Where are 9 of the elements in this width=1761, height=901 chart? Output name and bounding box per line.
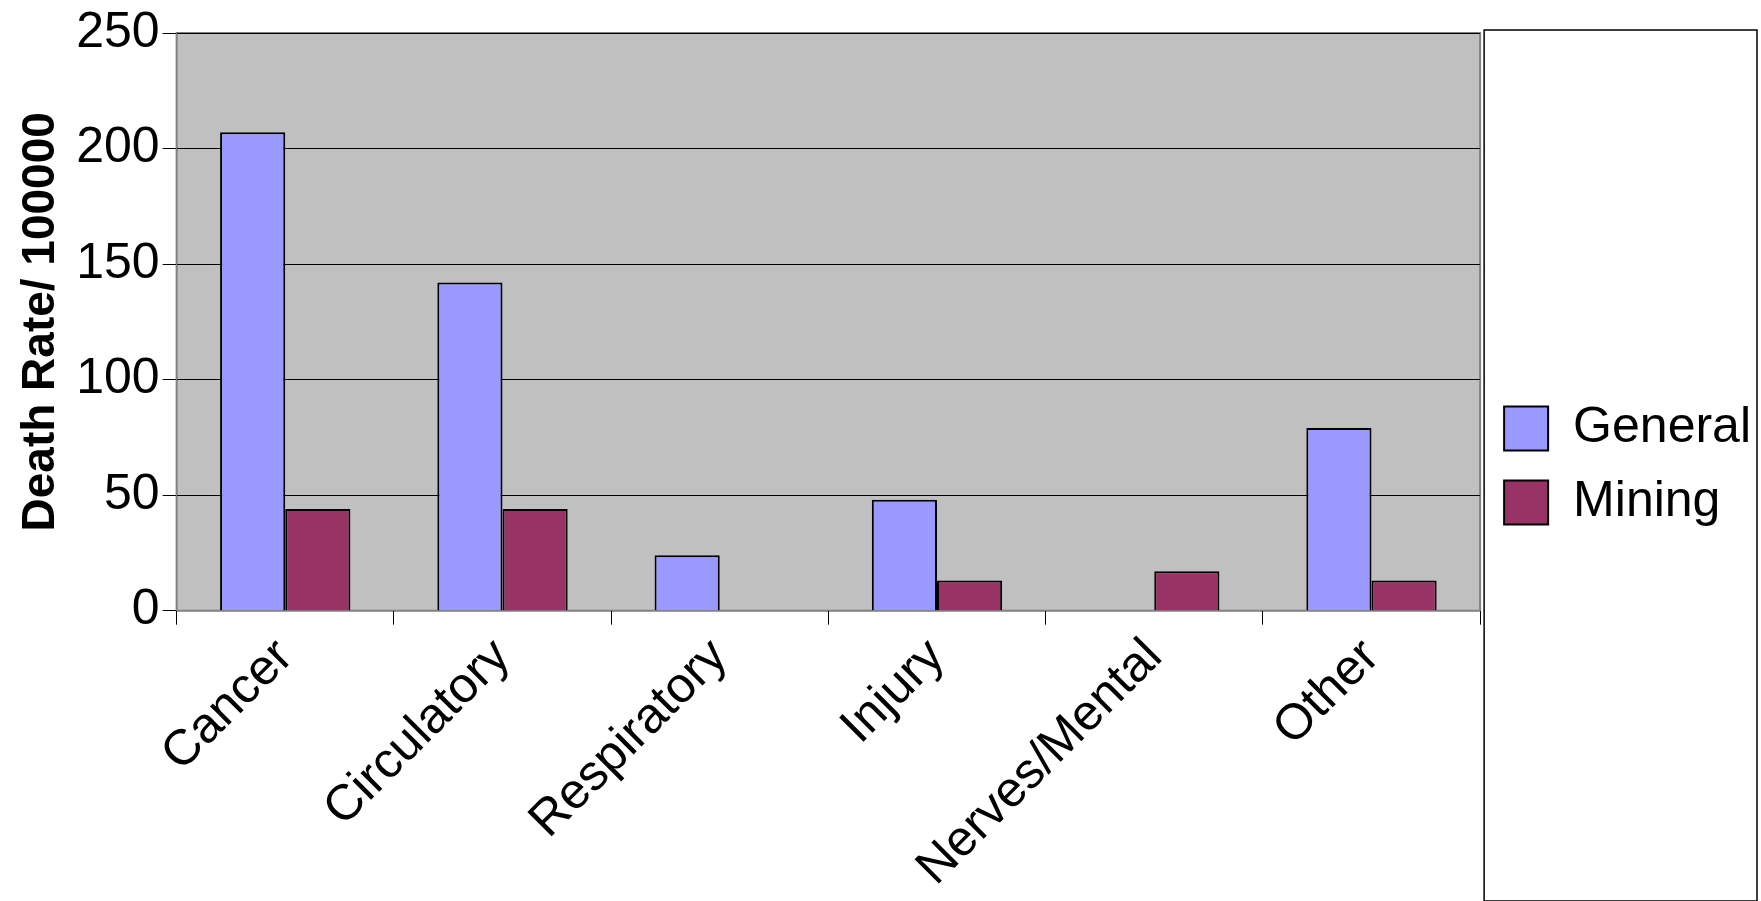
y-tick-label: 100: [76, 348, 160, 405]
y-tick-label: 200: [76, 117, 160, 174]
y-tick-label: 0: [131, 579, 160, 636]
y-tick-label: 250: [76, 1, 160, 58]
y-tick-label: 50: [104, 463, 160, 520]
legend-label: Mining: [1573, 471, 1721, 528]
legend-label: General: [1573, 397, 1752, 454]
y-axis-title: Death Rate/ 100000: [12, 112, 65, 532]
y-tick-label: 150: [76, 232, 160, 289]
